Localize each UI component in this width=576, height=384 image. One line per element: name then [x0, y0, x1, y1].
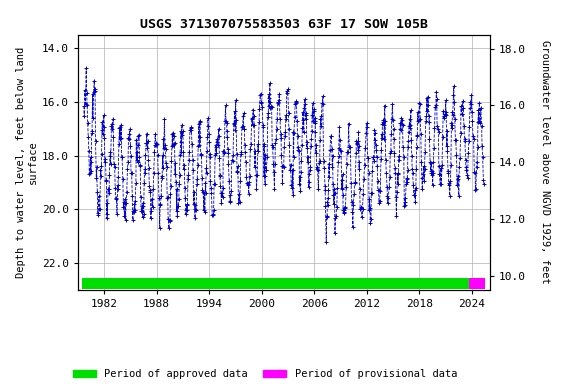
Y-axis label: Depth to water level, feet below land
surface: Depth to water level, feet below land su…	[16, 46, 37, 278]
Title: USGS 371307075583503 63F 17 SOW 105B: USGS 371307075583503 63F 17 SOW 105B	[139, 18, 427, 31]
Y-axis label: Groundwater level above NGVD 1929, feet: Groundwater level above NGVD 1929, feet	[540, 40, 550, 284]
Legend: Period of approved data, Period of provisional data: Period of approved data, Period of provi…	[73, 369, 457, 379]
Bar	[469, 278, 485, 289]
Bar	[82, 278, 469, 289]
